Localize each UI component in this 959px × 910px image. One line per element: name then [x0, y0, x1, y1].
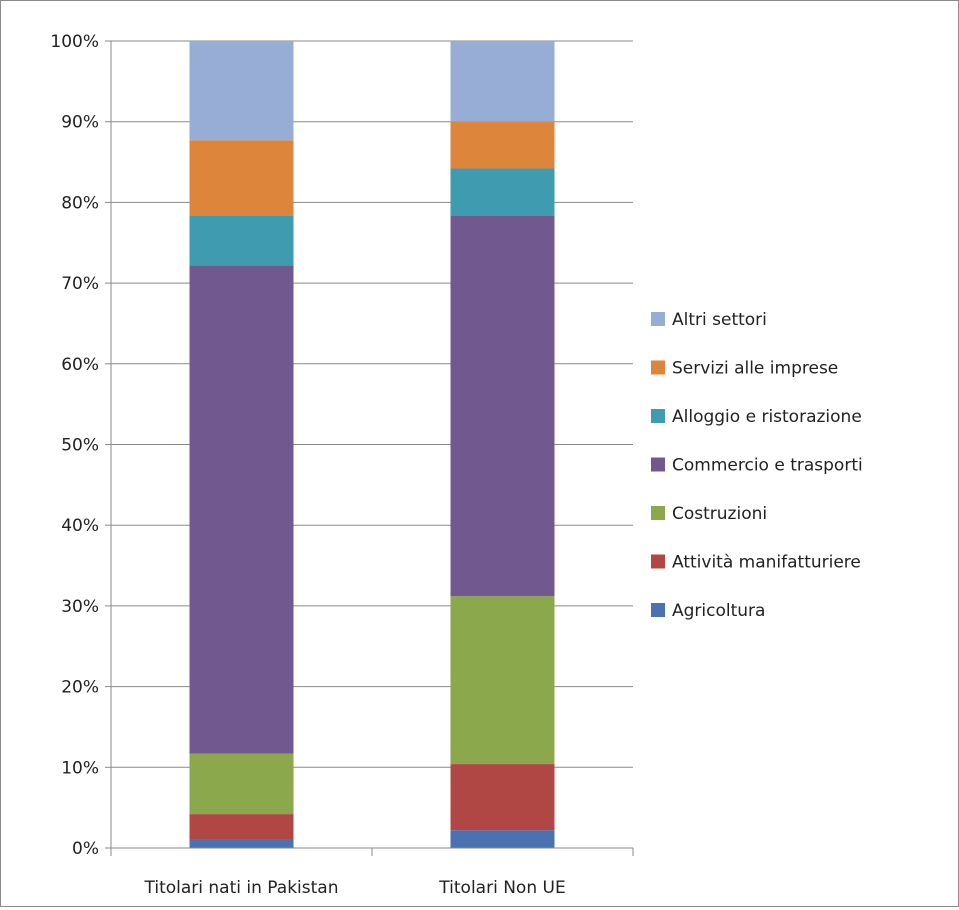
bars: [189, 41, 555, 848]
y-tick-label: 10%: [61, 758, 99, 778]
legend-swatch-commercio-e-trasporti: [651, 457, 665, 472]
y-tick-label: 60%: [61, 355, 99, 375]
legend-swatch-alloggio-e-ristorazione: [651, 409, 665, 423]
bar-segment-alloggio-e-ristorazione: [450, 168, 555, 216]
bar-segment-servizi-alle-imprese: [450, 121, 555, 169]
y-tick-label: 100%: [50, 32, 99, 52]
bar-segment-attivita-manifatturiere: [450, 764, 555, 831]
legend: Altri settori Servizi alle imprese Alloggi…: [651, 310, 863, 621]
bar-segment-commercio-e-trasporti: [450, 215, 555, 597]
legend-label-agricoltura: Agricoltura: [672, 601, 765, 621]
y-tick-label: 40%: [61, 516, 99, 536]
legend-label-alloggio-e-ristorazione: Alloggio e ristorazione: [672, 407, 862, 427]
legend-swatch-servizi-alle-imprese: [651, 360, 665, 375]
y-tick-label: 80%: [61, 193, 99, 213]
x-tick-label: Titolari nati in Pakistan: [144, 878, 339, 898]
gridlines: [111, 40, 633, 768]
bar-segment-altri-settori: [450, 41, 555, 122]
legend-swatch-attivita-manifatturiere: [651, 554, 665, 569]
bar-segment-costruzioni: [450, 596, 555, 765]
legend-label-altri-settori: Altri settori: [672, 310, 767, 330]
legend-swatch-costruzioni: [651, 506, 665, 520]
bar-segment-altri-settori: [189, 41, 294, 141]
bar-segment-commercio-e-trasporti: [189, 265, 294, 754]
bar-segment-agricoltura: [189, 839, 294, 848]
legend-swatch-agricoltura: [651, 603, 665, 617]
bar-segment-alloggio-e-ristorazione: [189, 215, 294, 266]
x-tick-label: Titolari Non UE: [438, 878, 565, 898]
y-tick-label: 30%: [61, 597, 99, 617]
axes: 0% 10% 20% 30% 40% 50% 60% 70% 80% 90% 100% Titolar…: [50, 32, 634, 898]
bar-segment-costruzioni: [189, 753, 294, 815]
y-tick-label: 70%: [61, 274, 99, 294]
bar-segment-servizi-alle-imprese: [189, 140, 294, 216]
y-tick-label: 20%: [61, 678, 99, 698]
y-tick-label: 90%: [61, 113, 99, 133]
legend-label-attivita-manifatturiere: Attività manifatturiere: [672, 553, 861, 573]
legend-label-servizi-alle-imprese: Servizi alle imprese: [672, 359, 838, 379]
legend-label-costruzioni: Costruzioni: [672, 504, 767, 524]
bar-segment-attivita-manifatturiere: [189, 814, 294, 840]
y-tick-label: 50%: [61, 436, 99, 456]
legend-label-commercio-e-trasporti: Commercio e trasporti: [672, 456, 863, 476]
y-tick-label: 0%: [72, 839, 99, 859]
legend-swatch-altri-settori: [651, 312, 665, 326]
bar-segment-agricoltura: [450, 830, 555, 848]
